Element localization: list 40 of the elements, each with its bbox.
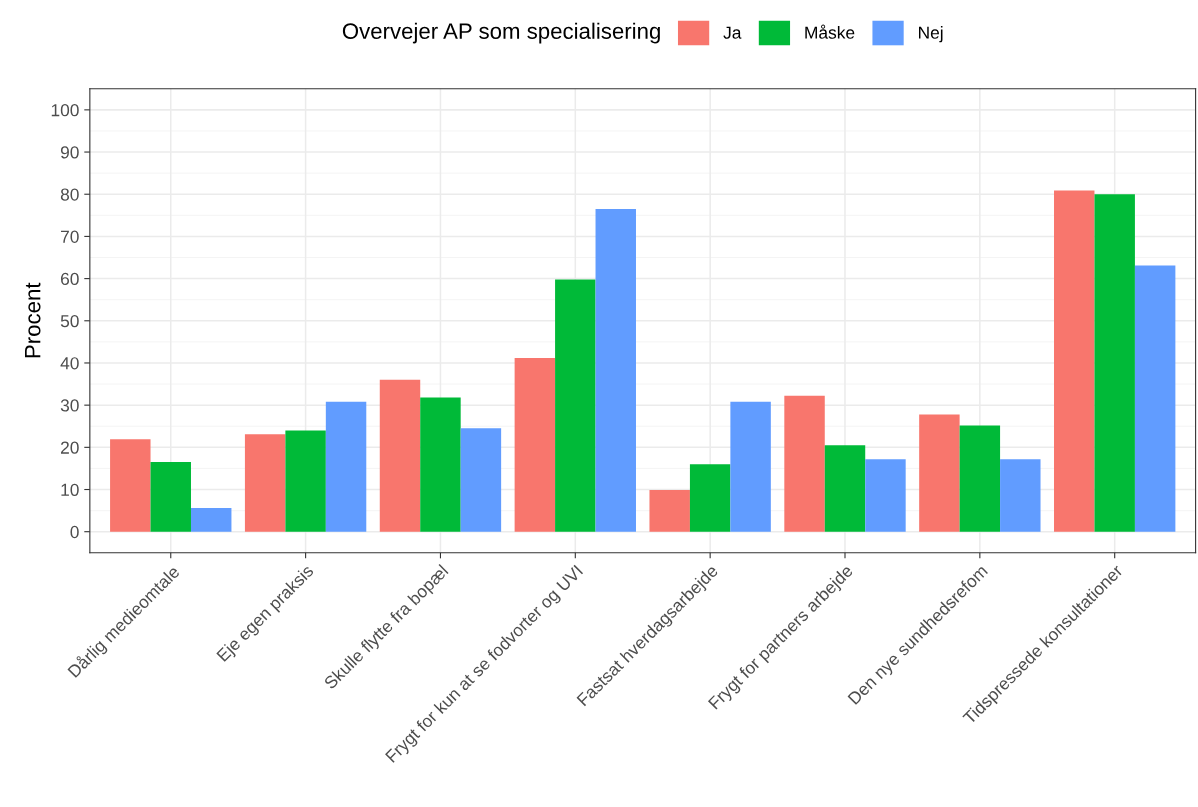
bar [824,445,866,532]
legend-label: Nej [919,26,943,43]
bar [379,379,421,532]
bar [595,208,636,532]
bar [325,401,367,532]
bar [420,397,461,532]
bar [285,430,326,532]
bar [784,395,825,532]
y-tick-label: 90 [60,146,79,159]
bar [244,434,286,532]
bar [959,425,1001,532]
y-tick-label: 40 [60,357,79,370]
y-tick-label: 50 [60,314,79,328]
bar [865,459,906,532]
y-tick-label: 70 [61,230,79,243]
y-tick-label: 100 [51,104,79,117]
bar [689,464,731,532]
y-axis-title: Procent [25,282,41,358]
bar [460,428,502,532]
bar [730,401,771,532]
y-tick-label: 30 [60,399,79,412]
bar [1134,265,1176,532]
y-tick-label: 0 [70,525,79,539]
bar [919,414,960,532]
bar [1000,459,1041,532]
bar [1054,190,1095,532]
bar [190,508,232,532]
bar [514,357,556,532]
y-tick-label: 10 [61,483,79,496]
bar [150,462,191,532]
bar [110,439,151,532]
legend-label: Måske [805,24,855,39]
y-tick-label: 80 [60,188,79,201]
bar [555,279,596,532]
legend-label: Ja [723,26,742,39]
y-tick-label: 20 [61,441,79,454]
bar [649,489,690,532]
bar [1094,194,1135,532]
y-tick-label: 60 [61,272,79,286]
legend-title: Overvejer AP som specialisering [342,22,660,44]
